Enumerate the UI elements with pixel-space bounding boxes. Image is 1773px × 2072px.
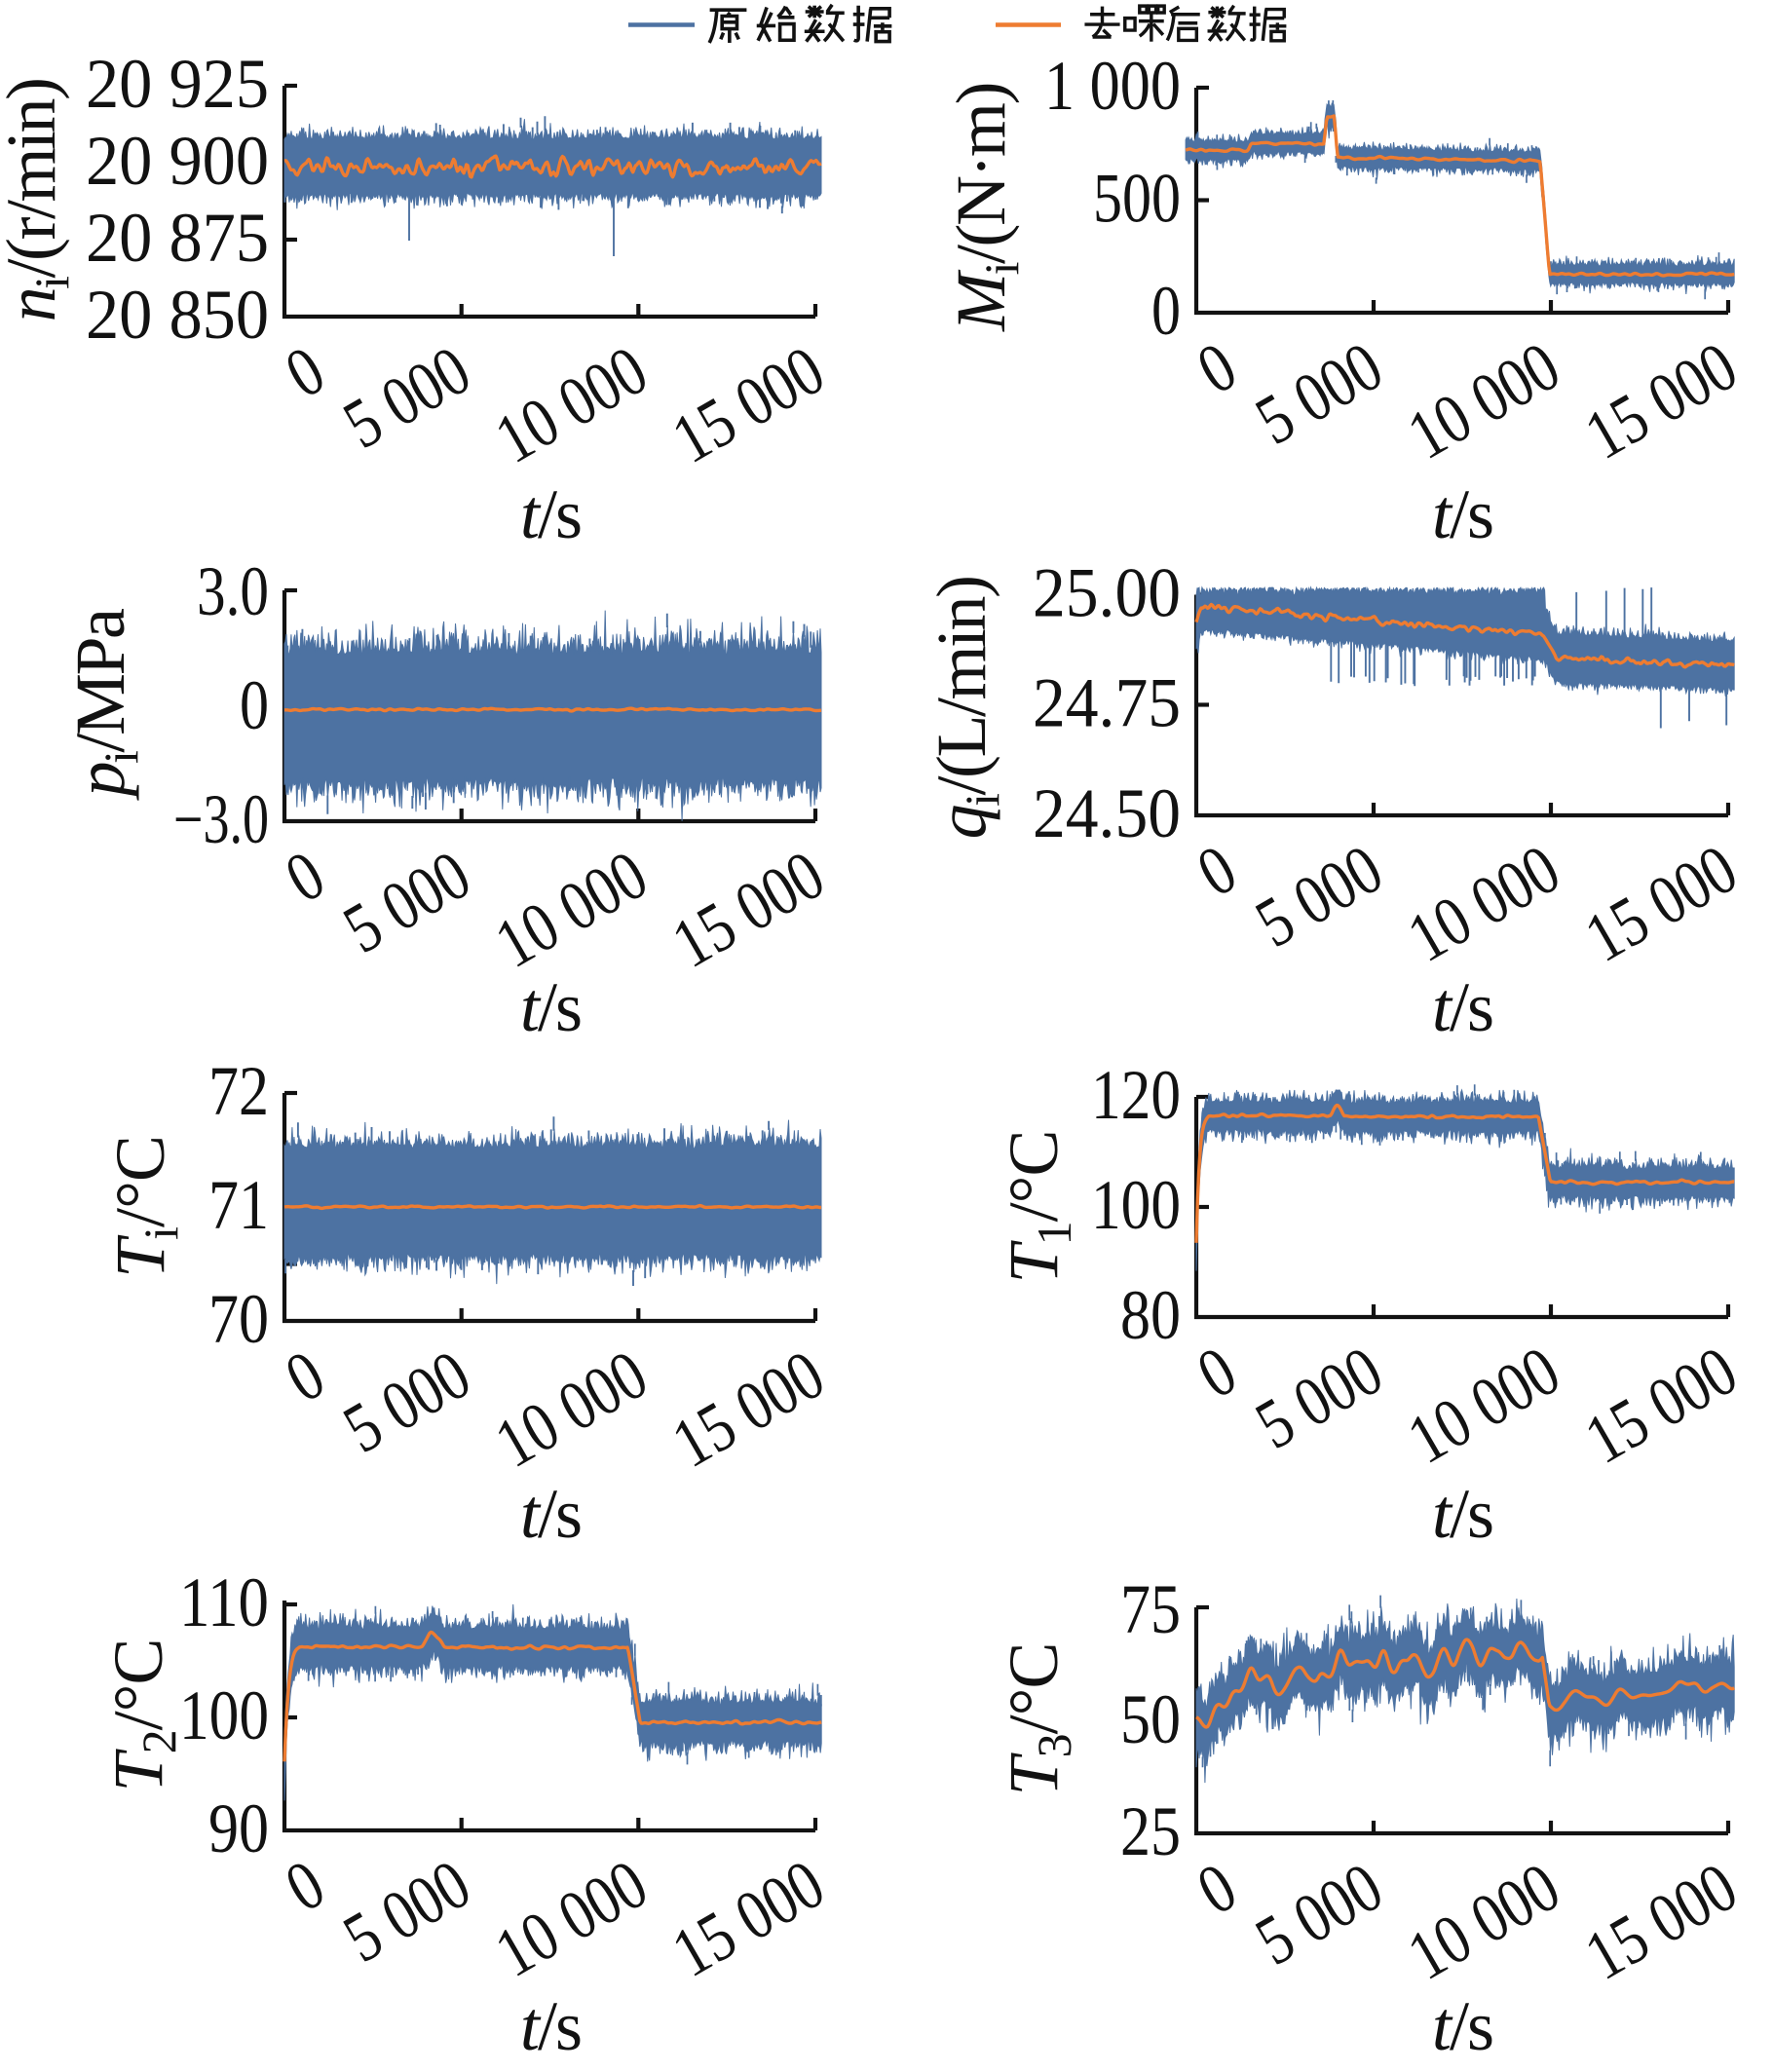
svg-text:t/s: t/s xyxy=(1432,1475,1492,1553)
svg-text:t/s: t/s xyxy=(1432,968,1492,1046)
svg-text:1 000: 1 000 xyxy=(1044,47,1181,125)
svg-text:20 850: 20 850 xyxy=(86,276,269,354)
svg-text:pi/MPa: pi/MPa xyxy=(61,609,148,801)
svg-text:0: 0 xyxy=(240,666,269,744)
svg-text:20 875: 20 875 xyxy=(86,199,269,277)
svg-text:75: 75 xyxy=(1120,1570,1181,1648)
svg-text:100: 100 xyxy=(1091,1166,1181,1244)
svg-text:20 925: 20 925 xyxy=(86,45,269,123)
svg-text:25.00: 25.00 xyxy=(1033,554,1181,632)
svg-text:71: 71 xyxy=(208,1166,269,1244)
svg-text:t/s: t/s xyxy=(520,968,581,1046)
svg-text:Ti/°C: Ti/°C xyxy=(101,1136,188,1278)
svg-text:80: 80 xyxy=(1120,1276,1181,1354)
svg-text:T3/°C: T3/°C xyxy=(995,1643,1081,1796)
svg-text:100: 100 xyxy=(179,1676,269,1754)
svg-text:t/s: t/s xyxy=(520,1475,581,1553)
svg-text:20 900: 20 900 xyxy=(86,122,269,200)
svg-text:24.50: 24.50 xyxy=(1033,774,1181,852)
svg-text:t/s: t/s xyxy=(520,475,581,553)
svg-text:Mi/(N·m): Mi/(N·m) xyxy=(942,84,1029,332)
svg-text:−3.0: −3.0 xyxy=(173,780,269,858)
svg-text:110: 110 xyxy=(179,1563,269,1641)
svg-text:ni/(r/min): ni/(r/min) xyxy=(0,80,79,322)
svg-text:3.0: 3.0 xyxy=(197,552,269,630)
svg-text:25: 25 xyxy=(1120,1792,1181,1870)
svg-text:T2/°C: T2/°C xyxy=(99,1639,186,1792)
svg-text:50: 50 xyxy=(1120,1680,1181,1758)
svg-text:120: 120 xyxy=(1091,1056,1181,1134)
svg-text:t/s: t/s xyxy=(1432,1987,1492,2065)
svg-text:70: 70 xyxy=(208,1280,269,1358)
svg-text:500: 500 xyxy=(1093,160,1181,238)
svg-text:72: 72 xyxy=(208,1052,269,1130)
svg-text:t/s: t/s xyxy=(520,1987,581,2065)
svg-text:24.75: 24.75 xyxy=(1033,664,1181,742)
svg-text:qi/(L/min): qi/(L/min) xyxy=(923,578,1009,840)
svg-text:T1/°C: T1/°C xyxy=(995,1131,1081,1284)
svg-text:0: 0 xyxy=(1151,272,1181,350)
svg-text:90: 90 xyxy=(208,1789,269,1867)
svg-text:t/s: t/s xyxy=(1432,475,1492,553)
